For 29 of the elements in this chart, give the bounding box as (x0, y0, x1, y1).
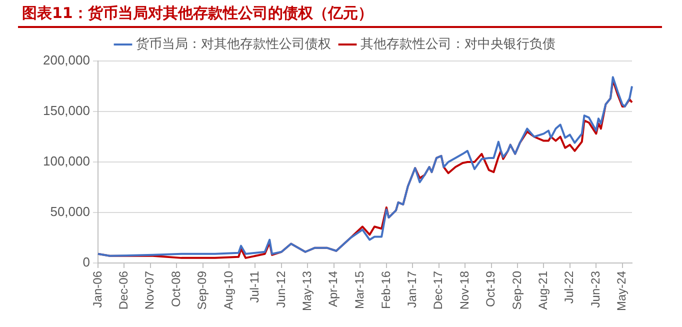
x-tick-label: Apr-14 (326, 270, 340, 308)
x-tick-label: Sep-09 (195, 270, 210, 310)
x-tick-label: Jan-06 (90, 270, 104, 308)
chart-title: 图表11：货币当局对其他存款性公司的债权（亿元） (18, 0, 662, 28)
x-tick-label: Feb-16 (378, 270, 393, 310)
x-tick-label: Jul-11 (248, 270, 262, 303)
x-tick-label: Dec-17 (431, 270, 446, 310)
x-tick-label: Aug-10 (221, 270, 236, 310)
x-tick-label: Mar-15 (352, 270, 366, 309)
legend-label: 其他存款性公司：对中央银行负债 (360, 36, 556, 52)
y-tick-label: 150,000 (42, 103, 90, 118)
x-tick-label: Oct-08 (168, 270, 183, 307)
x-tick-label: Oct-19 (484, 270, 498, 307)
y-tick-label: 0 (82, 254, 90, 270)
y-tick-label: 200,000 (42, 52, 90, 68)
legend-label: 货币当局：对其他存款性公司债权 (136, 36, 331, 52)
x-tick-label: Nov-18 (457, 270, 472, 310)
x-tick-label: Aug-21 (536, 270, 550, 310)
x-tick-label: Jun-23 (588, 270, 602, 308)
x-tick-label: Sep-20 (510, 270, 524, 310)
x-tick-label: Jun-12 (274, 270, 288, 308)
x-tick-label: May-24 (614, 270, 629, 311)
x-tick-label: May-13 (300, 270, 314, 311)
x-tick-label: Nov-07 (142, 270, 157, 310)
y-tick-label: 50,000 (50, 204, 90, 220)
x-tick-label: Jan-17 (405, 270, 420, 308)
x-tick-label: Dec-06 (116, 270, 130, 310)
y-tick-label: 100,000 (42, 154, 90, 169)
x-tick-label: Jul-22 (562, 270, 576, 304)
